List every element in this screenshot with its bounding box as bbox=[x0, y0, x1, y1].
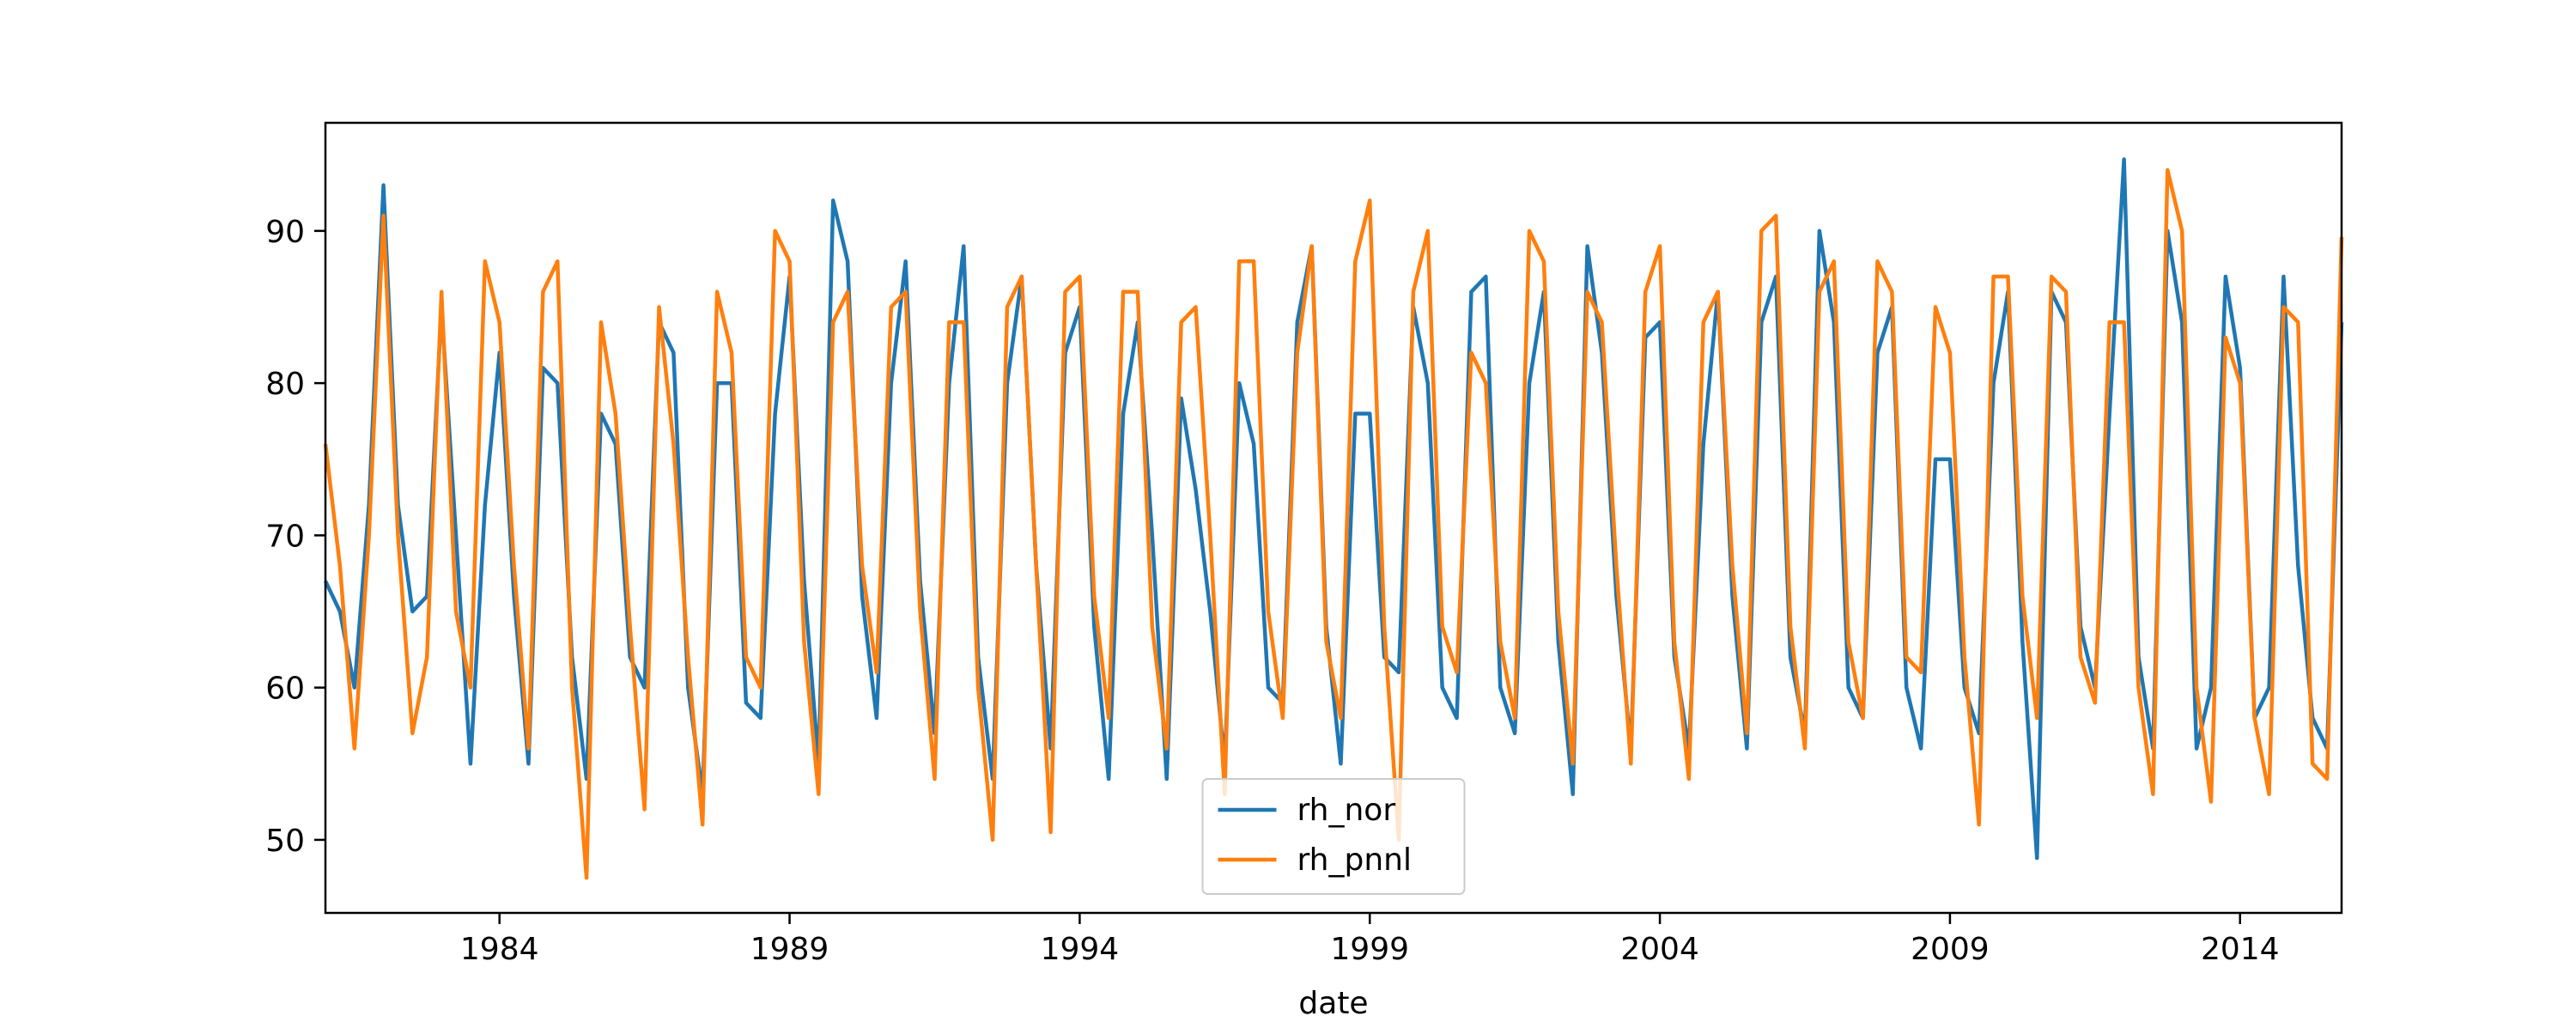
x-tick-label: 1984 bbox=[460, 932, 539, 967]
x-tick-label: 1989 bbox=[750, 932, 829, 967]
y-tick-label: 60 bbox=[265, 672, 305, 707]
y-tick-label: 50 bbox=[265, 824, 305, 859]
legend-box bbox=[1201, 778, 1466, 895]
y-tick-label: 90 bbox=[265, 215, 305, 250]
x-tick-label: 2004 bbox=[1620, 932, 1699, 967]
axes-frame bbox=[324, 121, 2343, 915]
x-tick-label: 2009 bbox=[1911, 932, 1990, 967]
y-tick-label: 70 bbox=[265, 519, 305, 554]
legend: rh_nor rh_pnnl bbox=[1201, 778, 1466, 895]
legend-label: rh_nor bbox=[1297, 793, 1396, 828]
series-line bbox=[323, 167, 2344, 880]
plot-area bbox=[323, 157, 2344, 880]
x-tick-label: 1994 bbox=[1041, 932, 1120, 967]
y-tick-label: 80 bbox=[265, 367, 305, 402]
x-tick-label: 1999 bbox=[1330, 932, 1409, 967]
x-tick-label: 2014 bbox=[2201, 932, 2280, 967]
x-axis-label: date bbox=[1298, 986, 1368, 1021]
legend-label: rh_pnnl bbox=[1297, 842, 1412, 878]
